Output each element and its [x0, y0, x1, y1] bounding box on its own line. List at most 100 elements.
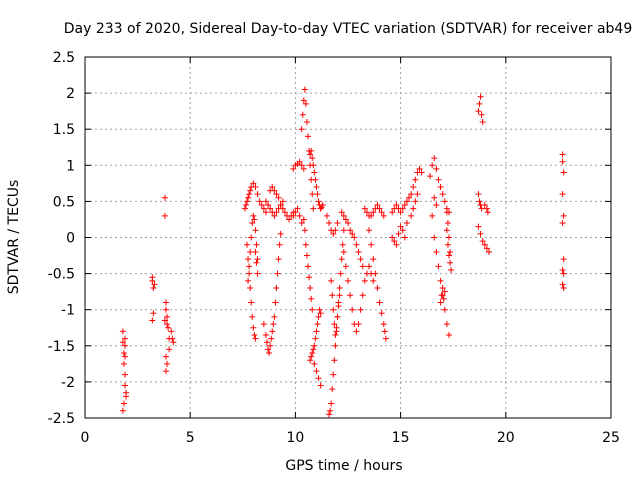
data-point [315, 313, 322, 320]
data-point [438, 292, 445, 299]
data-point [560, 169, 567, 176]
data-point [149, 277, 156, 284]
data-point [267, 342, 274, 349]
data-point [330, 230, 337, 237]
data-point [247, 187, 254, 194]
data-point [279, 205, 286, 212]
data-point [307, 357, 314, 364]
data-point [311, 169, 318, 176]
x-axis-label: GPS time / hours [285, 458, 402, 474]
data-point [560, 212, 567, 219]
y-tick-label: -1 [61, 303, 75, 319]
data-point [272, 299, 279, 306]
data-point [445, 331, 452, 338]
y-tick-label: -2 [61, 375, 75, 391]
data-point [252, 227, 259, 234]
y-axis-label: SDTVAR / TECUs [6, 180, 22, 295]
series-arc-15h [389, 165, 425, 248]
data-point [389, 209, 396, 216]
chart-title: Day 233 of 2020, Sidereal Day-to-day VTE… [64, 21, 633, 37]
data-point [397, 223, 404, 230]
data-point [305, 263, 312, 270]
data-point [559, 266, 566, 273]
data-point [484, 209, 491, 216]
data-point [478, 205, 485, 212]
series-arc-22-7h [559, 151, 567, 292]
data-point [370, 256, 377, 263]
data-point [163, 306, 170, 313]
data-point [370, 209, 377, 216]
data-point [559, 220, 566, 227]
series-arc-12-5h [338, 209, 377, 335]
data-point [368, 212, 375, 219]
data-point [401, 202, 408, 209]
plot-frame [84, 56, 612, 419]
data-point [290, 212, 297, 219]
data-point [332, 331, 339, 338]
data-point [427, 173, 434, 180]
data-point [361, 205, 368, 212]
data-point [244, 198, 251, 205]
data-point [290, 165, 297, 172]
data-point [253, 241, 260, 248]
data-point [359, 263, 366, 270]
data-point [275, 256, 282, 263]
data-point [254, 191, 261, 198]
data-point [412, 198, 419, 205]
data-point [315, 375, 322, 382]
data-point [271, 187, 278, 194]
data-point [170, 339, 177, 346]
series-arc-16-8h [427, 155, 452, 338]
y-tick-label: -1.5 [48, 339, 75, 355]
y-tick-label: 2 [66, 86, 75, 102]
data-point [150, 285, 157, 292]
data-point [342, 216, 349, 223]
data-point [301, 227, 308, 234]
data-point [479, 118, 486, 125]
data-point [481, 241, 488, 248]
data-point [363, 209, 370, 216]
data-point [246, 191, 253, 198]
series-arc-13-5h [361, 202, 389, 342]
data-point [370, 277, 377, 284]
data-point [119, 407, 126, 414]
data-point [444, 241, 451, 248]
data-point [250, 180, 257, 187]
data-point [340, 227, 347, 234]
data-point [353, 328, 360, 335]
data-point [340, 212, 347, 219]
data-point [331, 321, 338, 328]
data-point [120, 400, 127, 407]
data-point [431, 234, 438, 241]
series-arc-1-9h [119, 328, 130, 414]
data-point [163, 353, 170, 360]
data-point [447, 259, 454, 266]
data-point [294, 205, 301, 212]
x-tick-label: 15 [392, 430, 410, 446]
data-point [475, 108, 482, 115]
data-point [439, 191, 446, 198]
data-point [260, 321, 267, 328]
data-point [313, 368, 320, 375]
data-point [345, 277, 351, 284]
x-tick-label: 10 [286, 430, 304, 446]
data-point [366, 263, 373, 270]
data-point [279, 198, 286, 205]
data-point [303, 118, 310, 125]
data-point [475, 223, 482, 230]
data-point [339, 241, 346, 248]
data-point [433, 165, 440, 172]
data-point [435, 176, 442, 183]
data-point [120, 360, 127, 367]
data-point [334, 313, 341, 320]
data-point [121, 382, 128, 389]
data-point [357, 256, 364, 263]
data-point [326, 411, 333, 418]
data-point [399, 205, 406, 212]
y-tick-labels: -2.5 -2 -1.5 -1 -0.5 0 0.5 1 1.5 2 2.5 [48, 50, 75, 427]
series-arc-7-8h [241, 180, 269, 342]
data-point [376, 205, 383, 212]
data-point [476, 198, 483, 205]
y-tick-label: 0.5 [53, 194, 75, 210]
data-point [252, 183, 259, 190]
